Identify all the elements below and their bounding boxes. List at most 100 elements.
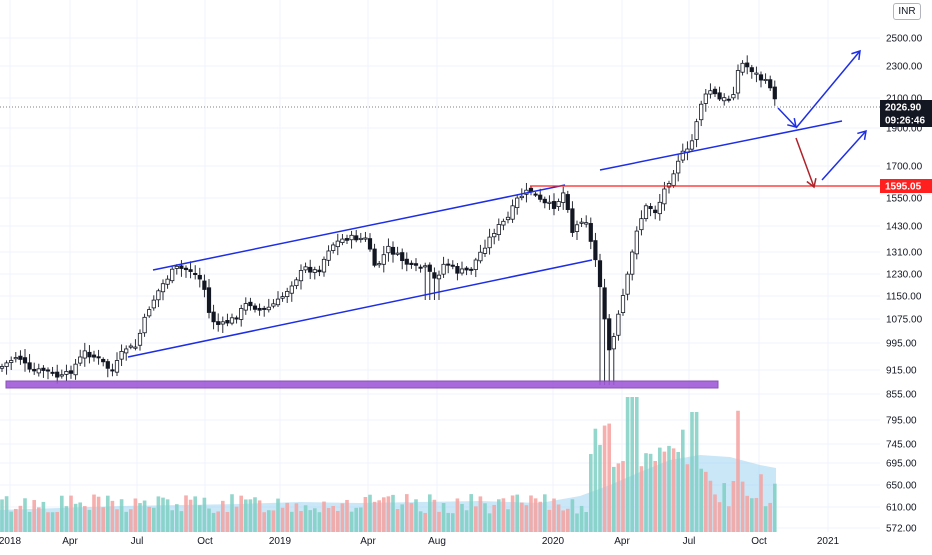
candle — [105, 361, 110, 369]
candle — [473, 259, 478, 270]
candle — [519, 195, 524, 199]
last-price-label-bg — [880, 100, 932, 114]
volume-bar — [349, 511, 354, 532]
candle — [533, 193, 538, 196]
candle — [266, 306, 271, 311]
volume-bar — [460, 503, 464, 532]
volume-bar — [483, 503, 487, 532]
volume-bar — [653, 460, 657, 532]
arrow-down-2 — [795, 137, 815, 188]
candle — [630, 251, 635, 275]
volume-bar — [32, 500, 36, 532]
volume-bar — [593, 428, 598, 532]
candle — [22, 357, 28, 364]
volume-bar — [506, 509, 510, 532]
candle — [4, 362, 9, 367]
volume-bar — [326, 507, 331, 532]
candle — [427, 264, 432, 272]
candle — [542, 198, 547, 204]
candle — [487, 236, 492, 249]
currency-badge[interactable]: INR — [893, 3, 921, 20]
candle — [147, 309, 152, 317]
candle — [193, 272, 198, 275]
time-tick-label: Apr — [62, 536, 78, 547]
volume-bar — [161, 497, 165, 532]
candle — [358, 237, 363, 240]
candle — [377, 263, 382, 266]
volume-bar — [294, 503, 299, 532]
support-price-label: 1595.05 — [885, 182, 922, 193]
price-tick-label: 1900.00 — [886, 124, 923, 135]
volume-bar — [428, 494, 432, 532]
volume-bar — [211, 512, 216, 532]
volume-bar — [395, 509, 400, 532]
volume-bar — [524, 505, 529, 532]
volume-bar — [18, 505, 23, 532]
price-tick-label: 610.00 — [886, 503, 917, 514]
candle — [450, 264, 455, 267]
candle — [551, 201, 557, 209]
volume-bar — [119, 499, 124, 532]
channel-lower-line — [127, 259, 593, 358]
candle — [722, 97, 727, 102]
volume-bar — [768, 502, 772, 532]
volume-bar — [377, 500, 381, 532]
candle — [248, 301, 253, 307]
candle — [96, 356, 101, 359]
candle — [91, 354, 97, 358]
candle — [257, 307, 262, 311]
volume-bar — [170, 510, 174, 532]
volume-bar — [602, 425, 607, 532]
candle — [763, 78, 768, 81]
candle — [239, 308, 244, 320]
volume-bar — [685, 464, 690, 532]
price-tick-label: 2300.00 — [886, 62, 923, 73]
candle — [363, 237, 368, 240]
volume-bar — [699, 468, 703, 532]
candle — [349, 234, 354, 241]
volume-bar — [414, 499, 418, 532]
candle — [344, 238, 350, 241]
candle — [229, 317, 235, 324]
candle — [464, 267, 469, 271]
candle — [446, 263, 451, 266]
candle — [478, 251, 483, 262]
volume-bar — [313, 508, 317, 532]
candle — [432, 272, 437, 279]
volume-bar — [262, 512, 266, 532]
volume-bar — [676, 452, 680, 532]
candle — [18, 355, 23, 360]
arrow-up-2-head — [857, 129, 867, 141]
candle — [321, 258, 327, 273]
volume-bar — [533, 498, 538, 532]
candle — [82, 350, 87, 359]
volume-bar — [156, 496, 161, 532]
volume-bar — [248, 499, 253, 532]
candle — [501, 220, 506, 226]
volume-bar — [543, 494, 547, 532]
volume-bar — [575, 513, 579, 532]
time-tick-label: Aug — [428, 536, 446, 547]
volume-bar — [115, 509, 119, 532]
candle — [597, 260, 603, 288]
volume-bar — [69, 495, 73, 532]
candle — [50, 371, 55, 374]
volume-bar — [671, 448, 676, 532]
volume-bar — [124, 511, 128, 532]
candle — [124, 348, 129, 354]
candle — [110, 369, 115, 372]
candle — [436, 274, 442, 280]
volume-bar — [474, 506, 478, 532]
candle — [32, 368, 37, 372]
candle — [354, 235, 359, 241]
volume-bar — [271, 510, 276, 532]
volume-bar — [276, 498, 280, 532]
volume-bar — [359, 507, 363, 532]
candle — [188, 269, 193, 272]
volume-bar — [83, 506, 87, 532]
volume-bar — [244, 499, 248, 532]
volume-bar — [616, 463, 621, 532]
